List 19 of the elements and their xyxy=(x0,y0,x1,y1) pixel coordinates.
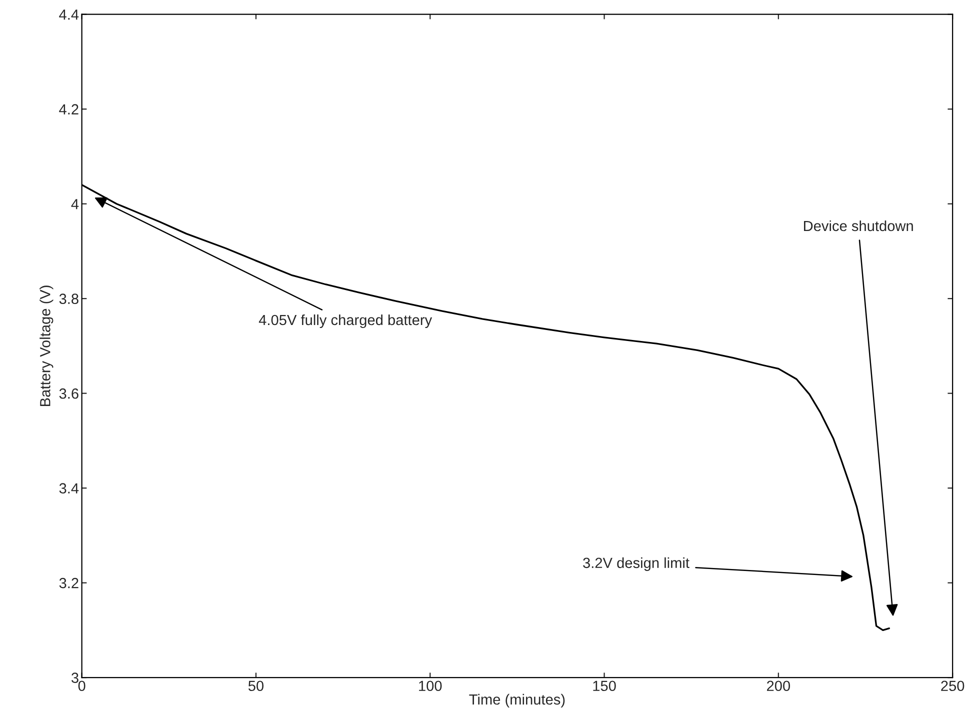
y-tick-label: 3.2 xyxy=(59,578,78,588)
x-tick-label: 150 xyxy=(593,680,616,692)
annotation: Device shutdown xyxy=(804,220,913,232)
y-tick-label: 4 xyxy=(71,199,79,210)
annotation: 4.05V fully charged battery xyxy=(258,314,432,328)
x-tick-label: 100 xyxy=(419,680,442,692)
y-axis-title: Battery Voltage (V) xyxy=(40,286,54,406)
y-tick-label: 4.4 xyxy=(59,10,79,20)
x-axis-title: Time (minutes) xyxy=(469,694,565,708)
annotation: 3.2V design limit xyxy=(583,557,690,571)
x-tick-label: 50 xyxy=(248,680,264,692)
y-tick-label: 3.8 xyxy=(59,294,78,304)
y-tick-label: 3.6 xyxy=(59,388,78,399)
y-tick-label: 3 xyxy=(71,672,78,683)
x-tick-label: 200 xyxy=(766,680,790,692)
y-tick-label: 3.4 xyxy=(59,483,79,494)
x-tick-label: 250 xyxy=(941,680,964,692)
y-tick-label: 4.2 xyxy=(59,104,78,114)
x-tick-label: 0 xyxy=(78,680,86,692)
